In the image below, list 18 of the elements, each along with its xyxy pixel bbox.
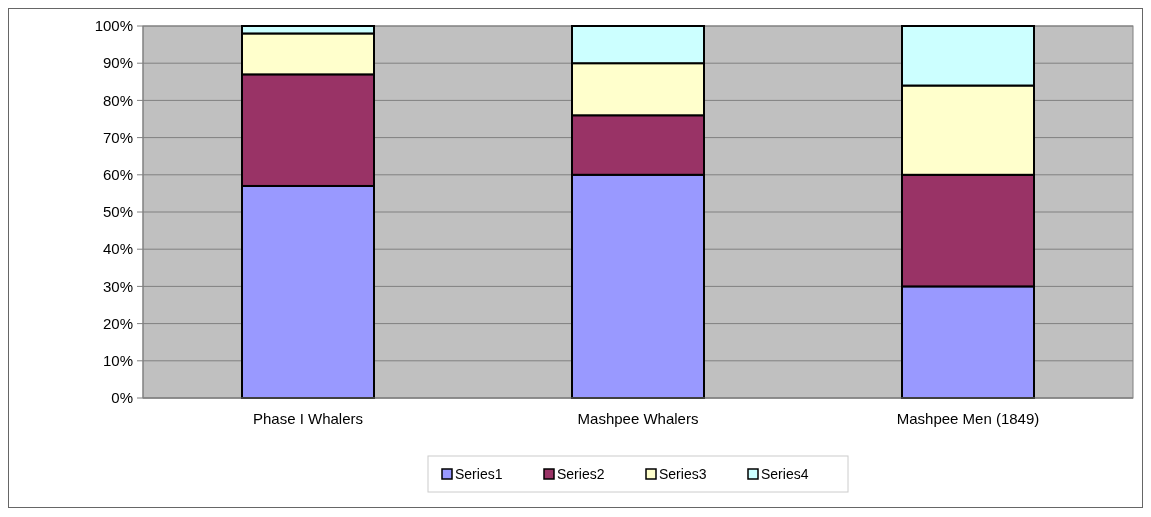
y-tick-label: 10% <box>102 352 133 370</box>
y-tick-label: 40% <box>102 240 133 258</box>
x-tick-label: Mashpee Men (1849) <box>896 410 1040 427</box>
y-tick-label: 90% <box>102 54 133 72</box>
y-tick-label: 50% <box>102 203 133 221</box>
y-tick-label: 30% <box>102 277 133 295</box>
y-tick-label: 20% <box>102 314 133 332</box>
x-tick-label: Phase I Whalers <box>252 410 364 427</box>
x-tick-label: Mashpee Whalers <box>577 410 699 427</box>
y-tick-label: 60% <box>102 166 133 184</box>
y-tick-label: 0% <box>111 389 133 407</box>
legend-label: Series1 <box>455 465 503 482</box>
legend-label: Series3 <box>659 465 707 482</box>
y-tick-label: 100% <box>94 17 133 35</box>
y-tick-label: 70% <box>102 128 133 146</box>
y-tick-label: 80% <box>102 91 133 109</box>
legend-label: Series2 <box>557 465 605 482</box>
legend-label: Series4 <box>761 465 809 482</box>
